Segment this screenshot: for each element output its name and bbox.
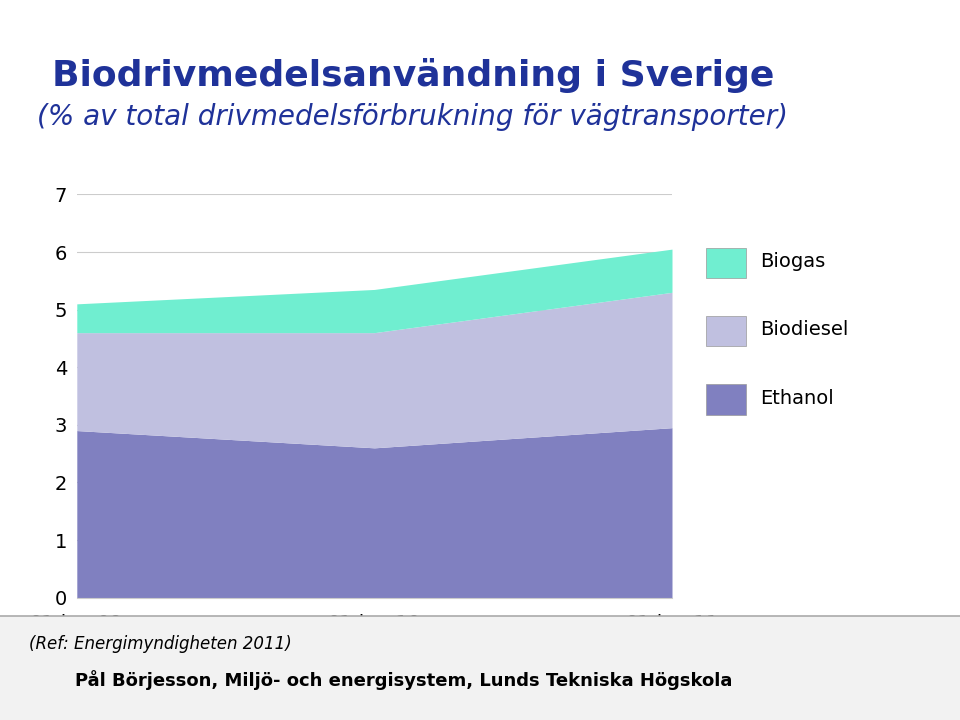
Text: Ethanol: Ethanol [760,389,834,408]
Text: (% av total drivmedelsförbrukning för vägtransporter): (% av total drivmedelsförbrukning för vä… [37,103,788,130]
Text: Biogas: Biogas [760,252,826,271]
Text: (Ref: Energimyndigheten 2011): (Ref: Energimyndigheten 2011) [29,636,292,654]
Text: Biodiesel: Biodiesel [760,320,849,339]
Text: Biodrivmedelsanvändning i Sverige: Biodrivmedelsanvändning i Sverige [52,58,774,93]
Text: Pål Börjesson, Miljö- och energisystem, Lunds Tekniska Högskola: Pål Börjesson, Miljö- och energisystem, … [75,670,732,690]
